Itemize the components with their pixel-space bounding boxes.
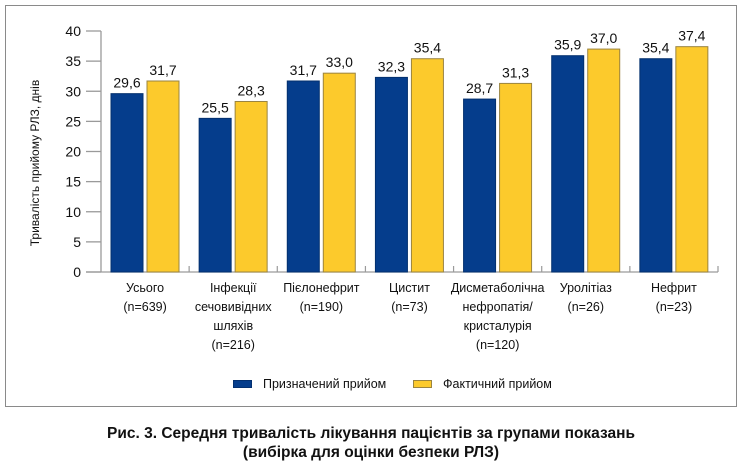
data-label: 32,3 xyxy=(378,58,405,74)
data-label: 35,4 xyxy=(642,40,669,56)
legend-item-actual: Фактичний прийом xyxy=(413,376,552,392)
x-category-label: шляхів xyxy=(213,319,253,333)
bar-planned xyxy=(198,117,232,273)
x-category-label: нефропатія/ xyxy=(463,300,534,314)
data-label: 28,3 xyxy=(238,82,265,98)
legend-item-planned: Призначений прийом xyxy=(233,376,386,392)
y-tick-label: 35 xyxy=(65,53,81,69)
x-category-label: сечовивідних xyxy=(195,300,272,314)
y-tick-label: 10 xyxy=(65,204,81,220)
x-category-label: Нефрит xyxy=(651,281,697,295)
x-category-label: (n=23) xyxy=(656,300,692,314)
y-tick-label: 15 xyxy=(65,174,81,190)
bar-actual xyxy=(322,72,356,273)
x-category-label: кристалурія xyxy=(464,319,532,333)
figure-caption-line2: (вибірка для оцінки безпеки РЛЗ) xyxy=(242,444,500,461)
bar-actual xyxy=(410,58,444,273)
y-tick-label: 0 xyxy=(73,264,81,280)
data-label: 25,5 xyxy=(202,99,229,115)
x-category-label: Інфекції xyxy=(210,281,257,295)
bar-actual xyxy=(499,82,533,273)
bar-planned xyxy=(286,80,320,273)
bar-planned xyxy=(463,98,497,273)
bar-actual xyxy=(587,48,621,273)
x-category-label: (n=73) xyxy=(391,300,427,314)
legend-swatch-actual xyxy=(413,380,432,388)
x-category-label: Уролітіаз xyxy=(560,281,612,295)
bar-planned xyxy=(374,76,408,273)
data-label: 29,6 xyxy=(113,75,140,91)
y-tick-label: 25 xyxy=(65,113,81,129)
legend-label-actual: Фактичний прийом xyxy=(443,377,552,391)
x-category-label: (n=26) xyxy=(568,300,604,314)
bar-actual xyxy=(675,46,709,273)
y-axis-label: Тривалість прийому РЛЗ, днів xyxy=(28,79,42,247)
bar-planned xyxy=(639,58,673,273)
legend-swatch-planned xyxy=(233,380,252,388)
bar-planned xyxy=(110,93,144,273)
data-label: 31,3 xyxy=(502,64,529,80)
bar-actual xyxy=(234,100,268,273)
data-label: 31,7 xyxy=(149,62,176,78)
x-category-label: Дисметаболічна xyxy=(451,281,545,295)
data-label: 33,0 xyxy=(326,54,353,70)
data-label: 28,7 xyxy=(466,80,493,96)
legend-label-planned: Призначений прийом xyxy=(263,377,387,391)
figure-caption-line1: Рис. 3. Середня тривалість лікування пац… xyxy=(107,425,635,442)
x-category-label: (n=639) xyxy=(123,300,166,314)
x-category-label: (n=120) xyxy=(476,338,519,352)
data-label: 35,4 xyxy=(414,40,441,56)
bar-planned xyxy=(551,55,585,273)
y-tick-label: 30 xyxy=(65,83,81,99)
data-label: 31,7 xyxy=(290,62,317,78)
x-category-label: Пієлонефрит xyxy=(283,281,360,295)
x-category-label: Усього xyxy=(126,281,164,295)
x-category-label: (n=216) xyxy=(211,338,254,352)
y-tick-label: 40 xyxy=(65,23,81,39)
bar-actual xyxy=(146,80,180,273)
data-label: 37,0 xyxy=(590,30,617,46)
data-label: 35,9 xyxy=(554,37,581,53)
y-tick-label: 5 xyxy=(73,234,81,250)
x-category-label: Цистит xyxy=(389,281,430,295)
data-label: 37,4 xyxy=(678,28,705,44)
x-category-label: (n=190) xyxy=(300,300,343,314)
y-tick-label: 20 xyxy=(65,144,81,160)
chart-frame xyxy=(5,5,737,407)
